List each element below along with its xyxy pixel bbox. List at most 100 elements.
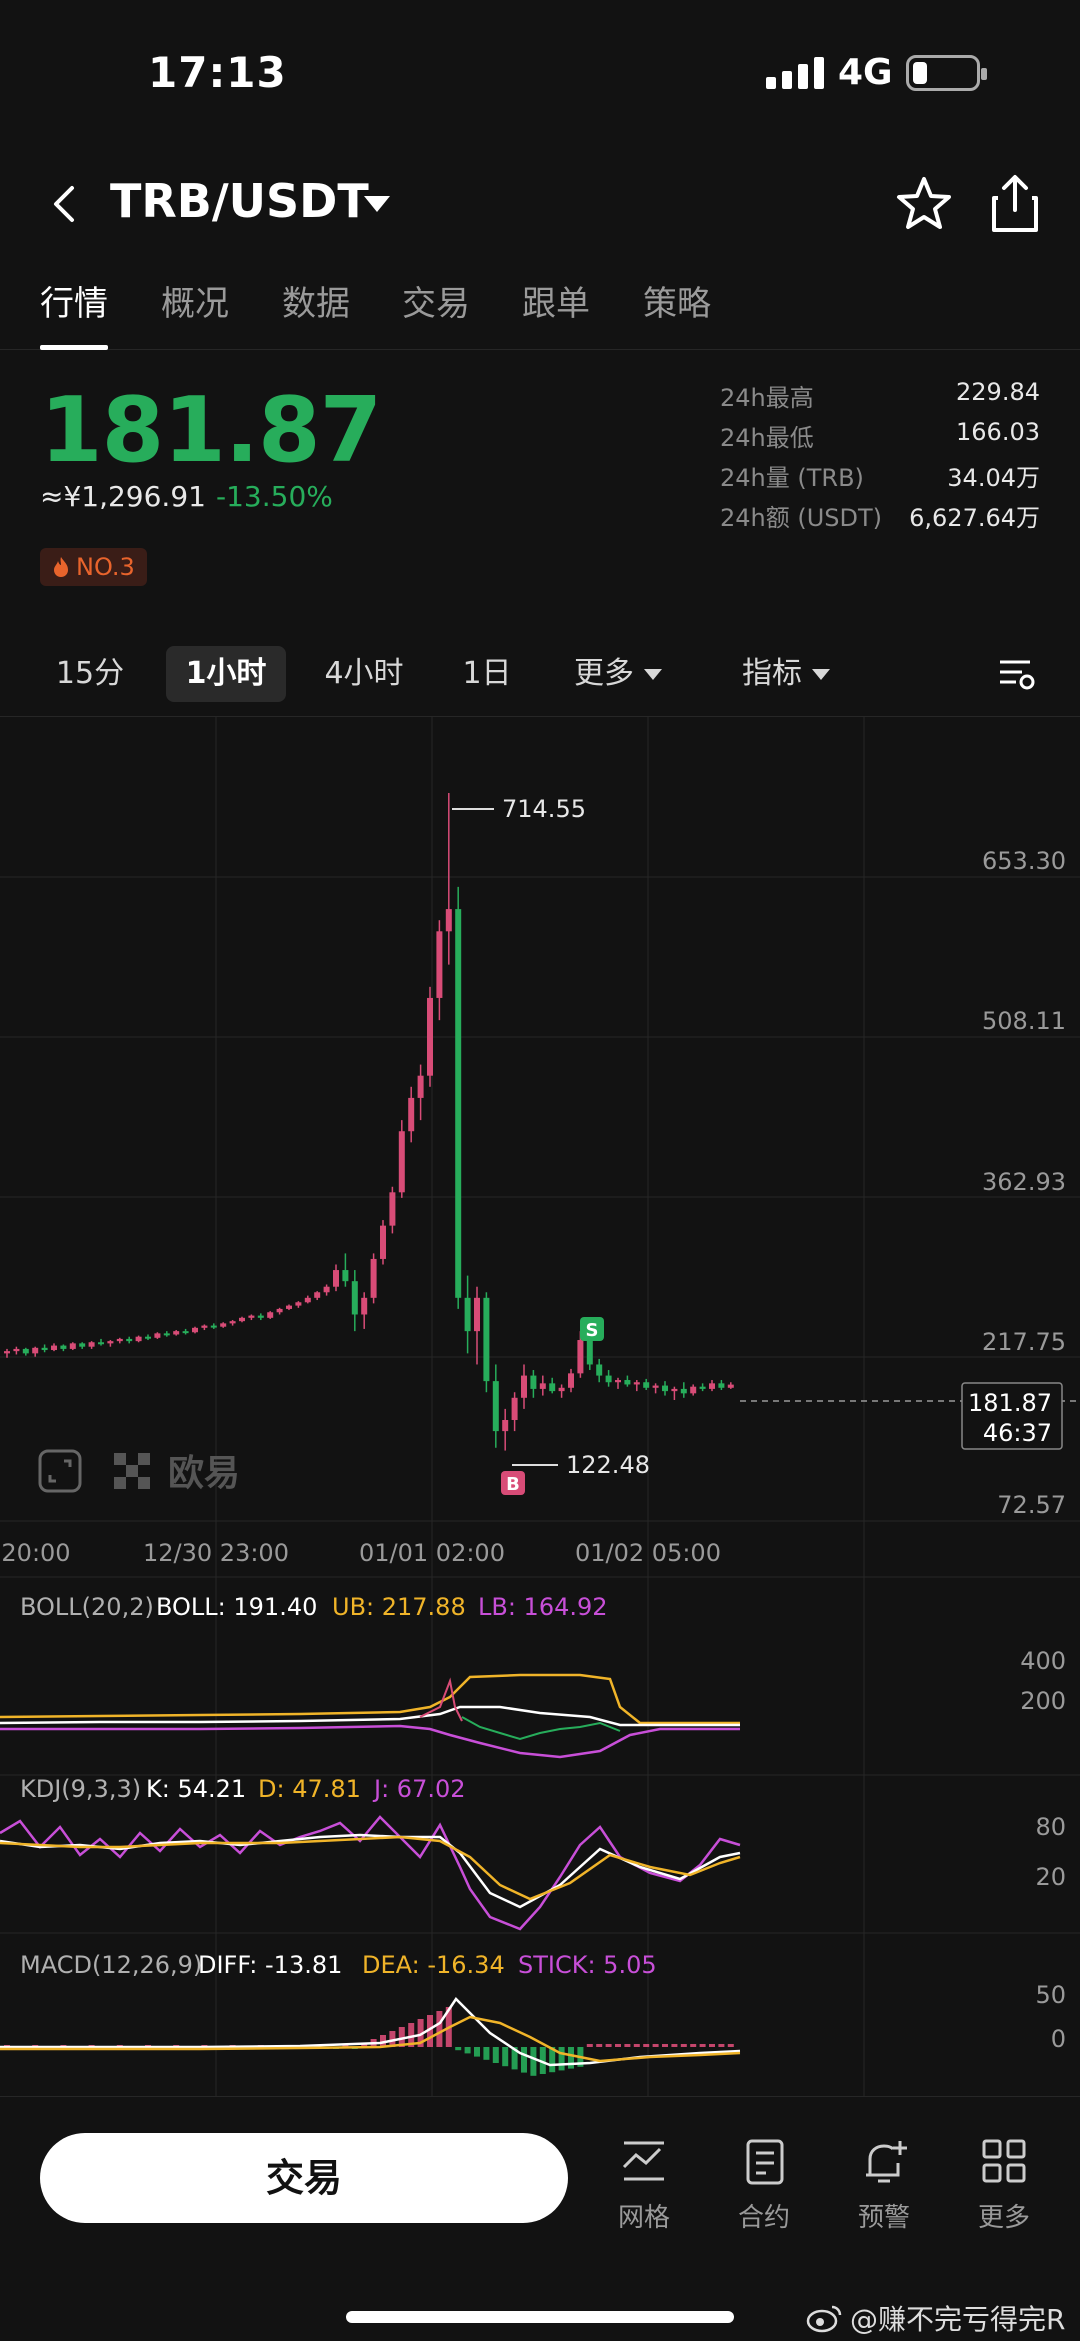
chart-area[interactable]: 653.30 508.11 362.93 217.75 72.57 20:00 … xyxy=(0,716,1080,2097)
candle xyxy=(455,909,462,1298)
bottom-item-more[interactable]: 更多 xyxy=(954,2137,1054,2234)
macd-bar xyxy=(680,2044,687,2047)
candle xyxy=(145,1336,151,1339)
home-indicator[interactable] xyxy=(346,2311,734,2323)
current-price-label: 181.87 46:37 xyxy=(961,1382,1063,1450)
candle xyxy=(417,1075,424,1098)
macd-bar xyxy=(408,2023,415,2047)
buy-label: B xyxy=(506,1474,520,1495)
candle xyxy=(163,1333,170,1336)
main-tabs: 行情 概况 数据 交易 跟单 策略 xyxy=(0,276,1080,350)
interval-4h[interactable]: 4小时 xyxy=(324,656,404,691)
candle xyxy=(643,1382,650,1388)
stat-row-volume: 24h量 (TRB) 34.04万 xyxy=(720,458,1040,498)
candle xyxy=(398,1131,405,1193)
nav-header: TRB/USDT xyxy=(0,160,1080,250)
macd-bar xyxy=(511,2047,518,2070)
sell-marker[interactable]: S xyxy=(580,1317,604,1341)
kdj-legend: KDJ(9,3,3) K: 54.21 D: 47.81 J: 67.02 80… xyxy=(20,1775,1066,1891)
flame-icon xyxy=(54,557,68,577)
pair-title[interactable]: TRB/USDT xyxy=(110,174,369,228)
chevron-down-icon xyxy=(644,669,662,680)
candle xyxy=(464,1297,471,1332)
current-price-value: 181.87 xyxy=(968,1389,1052,1417)
bottom-item-alert[interactable]: 预警 xyxy=(834,2137,934,2234)
macd-lines xyxy=(0,1997,741,2067)
ticker-stats: 24h最高 229.84 24h最低 166.03 24h量 (TRB) 34.… xyxy=(720,378,1040,538)
kline-chart[interactable]: 653.30 508.11 362.93 217.75 72.57 20:00 … xyxy=(0,717,1080,2097)
macd-bar xyxy=(615,2044,621,2047)
share-icon[interactable] xyxy=(986,172,1044,234)
alert-bell-icon xyxy=(866,2141,907,2183)
tab-data[interactable]: 数据 xyxy=(282,284,350,324)
macd-axis: 50 xyxy=(1035,1981,1066,2009)
stat-row-turnover: 24h额 (USDT) 6,627.64万 xyxy=(720,498,1040,538)
candle xyxy=(267,1312,274,1318)
candle xyxy=(709,1383,715,1389)
stat-label: 24h额 (USDT) xyxy=(720,504,883,532)
candle xyxy=(530,1375,537,1389)
buy-marker[interactable]: B xyxy=(501,1471,525,1495)
watermark: @赚不完亏得完R xyxy=(806,2298,1065,2338)
macd-bar xyxy=(502,2047,509,2067)
macd-bar xyxy=(342,2045,349,2047)
candle xyxy=(511,1397,518,1421)
low-marker: 122.48 xyxy=(512,1451,650,1479)
candle xyxy=(323,1286,330,1293)
trade-button[interactable]: 交易 xyxy=(40,2133,568,2223)
tab-trade[interactable]: 交易 xyxy=(402,284,470,324)
rank-badge[interactable]: NO.3 xyxy=(40,548,147,586)
bottom-item-contract[interactable]: 合约 xyxy=(714,2137,814,2234)
macd-bar xyxy=(436,2011,443,2047)
favorite-star-icon[interactable] xyxy=(894,174,954,234)
interval-1h[interactable]: 1小时 xyxy=(166,646,286,702)
candles xyxy=(4,792,734,1451)
weibo-icon xyxy=(806,2305,842,2333)
candle xyxy=(295,1302,302,1306)
macd-bar xyxy=(709,2044,715,2047)
kdj-j: J: 67.02 xyxy=(372,1775,466,1803)
interval-15m[interactable]: 15分 xyxy=(55,656,125,691)
candle xyxy=(201,1325,208,1328)
candle xyxy=(445,909,452,932)
stat-label: 24h最低 xyxy=(720,424,814,452)
candle xyxy=(173,1331,180,1335)
price-tick: 653.30 xyxy=(982,847,1066,875)
back-arrow-icon[interactable] xyxy=(44,182,88,226)
macd-bar xyxy=(549,2047,556,2073)
stat-value: 166.03 xyxy=(956,418,1040,446)
bottom-item-label: 网格 xyxy=(617,2203,670,2233)
macd-bar xyxy=(483,2047,490,2060)
time-tick: 12/30 23:00 xyxy=(143,1539,289,1567)
rank-label: NO.3 xyxy=(76,553,135,581)
macd-bar xyxy=(474,2047,480,2057)
interval-1d[interactable]: 1日 xyxy=(462,656,512,691)
candle xyxy=(568,1373,574,1388)
candle xyxy=(126,1338,133,1342)
interval-more[interactable]: 更多 xyxy=(558,646,678,702)
tab-overview[interactable]: 概况 xyxy=(161,284,229,324)
macd-bar xyxy=(643,2044,650,2047)
contract-icon xyxy=(746,2139,784,2185)
chart-settings-icon[interactable] xyxy=(996,654,1036,694)
indicator-selector[interactable]: 指标 xyxy=(726,646,846,702)
tab-copy-trading[interactable]: 跟单 xyxy=(522,284,590,324)
tab-market[interactable]: 行情 xyxy=(40,276,108,350)
pair-dropdown-icon[interactable] xyxy=(362,194,392,216)
macd-bar xyxy=(530,2047,537,2076)
candle xyxy=(427,997,433,1076)
boll-mid: BOLL: 191.40 xyxy=(156,1593,317,1621)
tab-strategy[interactable]: 策略 xyxy=(643,284,711,324)
candle xyxy=(361,1297,368,1315)
candle xyxy=(680,1388,687,1394)
candle xyxy=(220,1323,227,1327)
macd-bar xyxy=(690,2044,697,2047)
sell-label: S xyxy=(586,1320,599,1341)
candle xyxy=(32,1347,39,1354)
bottom-item-grid[interactable]: 网格 xyxy=(594,2137,694,2234)
macd-legend: MACD(12,26,9) DIFF: -13.81 DEA: -16.34 S… xyxy=(20,1951,1066,2053)
expand-chart-icon[interactable] xyxy=(38,1449,82,1493)
grid xyxy=(0,717,1080,2097)
candle xyxy=(577,1340,584,1374)
candle xyxy=(304,1297,311,1303)
